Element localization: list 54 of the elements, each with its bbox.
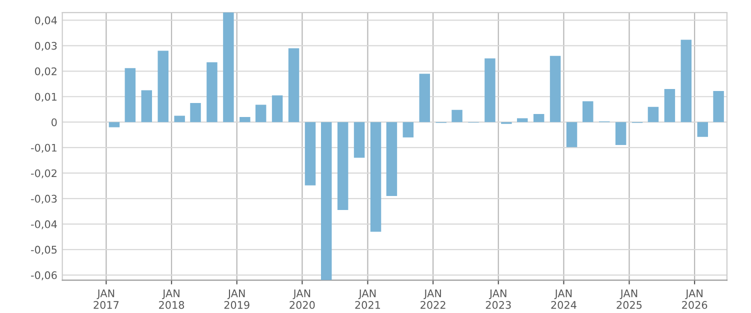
bar bbox=[304, 122, 316, 186]
y-tick-label: 0,01 bbox=[34, 92, 57, 102]
bar bbox=[174, 116, 185, 122]
y-tick-label: 0,02 bbox=[34, 67, 56, 76]
bar bbox=[664, 88, 676, 122]
y-tick-label: -0,02 bbox=[31, 169, 56, 178]
bar bbox=[124, 68, 136, 122]
x-tick-label: JAN 2017 bbox=[94, 289, 119, 309]
bar bbox=[697, 122, 708, 137]
y-tick-label: -0,03 bbox=[31, 194, 57, 204]
y-tick-label: 0 bbox=[52, 118, 57, 126]
bar bbox=[255, 104, 266, 122]
bar bbox=[141, 90, 152, 122]
bar bbox=[402, 122, 414, 138]
bar bbox=[288, 48, 300, 122]
x-tick-label: JAN 2022 bbox=[420, 289, 446, 309]
bar bbox=[370, 122, 382, 232]
bar bbox=[550, 56, 561, 122]
x-tick-label: JAN 2021 bbox=[355, 289, 380, 309]
bar bbox=[206, 62, 218, 122]
y-tick-label: -0,06 bbox=[31, 271, 57, 280]
x-tick-label: JAN 2019 bbox=[224, 289, 250, 309]
y-tick-label: -0,05 bbox=[31, 246, 57, 255]
bar bbox=[615, 122, 626, 146]
bar bbox=[680, 40, 692, 122]
bar bbox=[386, 122, 398, 196]
x-tick-label: JAN 2023 bbox=[486, 289, 511, 309]
x-tick-label: JAN 2025 bbox=[616, 289, 642, 309]
bar bbox=[648, 106, 659, 122]
bar bbox=[108, 122, 120, 128]
x-tick-label: JAN 2020 bbox=[290, 289, 315, 309]
bar bbox=[337, 122, 348, 210]
bar bbox=[190, 103, 201, 122]
bar bbox=[223, 12, 234, 122]
x-tick-label: JAN 2024 bbox=[551, 289, 576, 309]
bar bbox=[582, 101, 594, 122]
y-tick-label: -0,04 bbox=[31, 220, 57, 230]
bar bbox=[419, 74, 430, 122]
bar bbox=[533, 114, 544, 122]
bar bbox=[240, 117, 250, 122]
x-tick-label: JAN 2018 bbox=[159, 289, 184, 309]
x-tick-label: JAN 2026 bbox=[682, 289, 708, 309]
y-tick-label: 0,03 bbox=[34, 42, 57, 51]
y-tick-label: -0,01 bbox=[31, 144, 57, 153]
y-tick-label: 0,04 bbox=[34, 16, 57, 26]
bar bbox=[354, 122, 365, 158]
bar bbox=[517, 118, 528, 122]
bar bbox=[713, 91, 724, 122]
bar bbox=[566, 122, 578, 148]
bar bbox=[272, 95, 283, 122]
bar bbox=[320, 122, 332, 280]
bar bbox=[158, 50, 168, 122]
bar bbox=[484, 58, 496, 122]
bar bbox=[452, 110, 462, 122]
